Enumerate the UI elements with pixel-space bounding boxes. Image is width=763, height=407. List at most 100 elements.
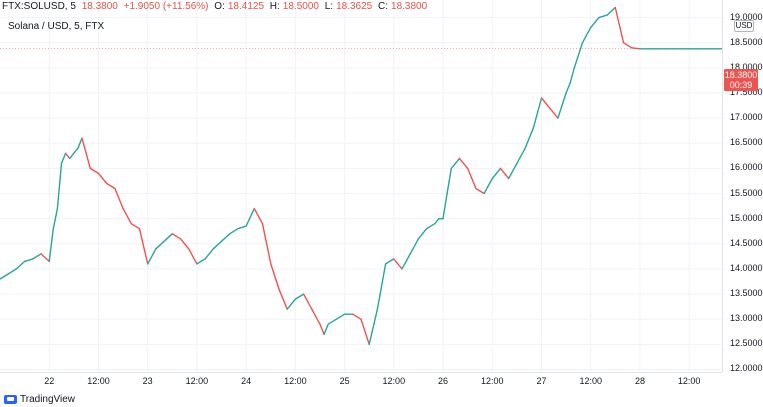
price-segment bbox=[97, 172, 108, 185]
price-segment bbox=[81, 137, 92, 170]
price-segment bbox=[417, 227, 428, 240]
y-tick-label: 17.5000 bbox=[730, 87, 763, 97]
price-segment bbox=[179, 238, 190, 250]
price-segment bbox=[450, 157, 461, 170]
price-segment bbox=[68, 152, 75, 160]
price-segment bbox=[483, 177, 493, 195]
x-tick-label: 22 bbox=[44, 376, 55, 386]
price-segment bbox=[327, 318, 338, 325]
price-segment bbox=[220, 233, 231, 243]
price-segment bbox=[138, 227, 149, 265]
price-segment bbox=[524, 127, 534, 150]
price-segment bbox=[335, 313, 346, 320]
x-tick-label: 12:00 bbox=[87, 376, 110, 386]
x-tick-label: 28 bbox=[634, 376, 645, 386]
price-segment bbox=[77, 137, 83, 150]
price-segment bbox=[393, 258, 403, 270]
low-label: L: bbox=[324, 1, 334, 12]
open-label: O: bbox=[214, 1, 225, 12]
chart-subtitle: Solana / USD, 5, FTX bbox=[8, 21, 105, 32]
price-segment bbox=[253, 207, 264, 225]
price-axis[interactable] bbox=[722, 0, 763, 372]
y-tick-label: 15.0000 bbox=[730, 212, 763, 223]
price-segment bbox=[319, 323, 325, 335]
price-segment bbox=[155, 240, 165, 250]
price-segment bbox=[286, 298, 297, 310]
symbol-label[interactable]: FTX:SOLUSD, 5 bbox=[2, 1, 76, 12]
price-segment bbox=[245, 207, 256, 227]
price-segment bbox=[368, 308, 379, 346]
price-segment bbox=[475, 187, 485, 195]
last-price: 18.3800 bbox=[81, 1, 118, 12]
price-segment bbox=[557, 92, 567, 119]
price-segment bbox=[401, 253, 411, 270]
price-segment bbox=[442, 192, 448, 220]
price-segment bbox=[499, 167, 510, 180]
price-segment bbox=[311, 308, 321, 325]
price-segment bbox=[323, 323, 329, 335]
x-tick-label: 12:00 bbox=[677, 376, 701, 386]
price-segment bbox=[15, 260, 26, 270]
tradingview-logo[interactable]: TradingView bbox=[4, 394, 75, 405]
last-price-tag-value: 18.3800 bbox=[724, 70, 758, 80]
price-segment bbox=[122, 207, 133, 225]
price-segment bbox=[89, 167, 100, 175]
price-segment bbox=[565, 82, 571, 94]
x-tick-label: 27 bbox=[536, 376, 547, 386]
price-segment bbox=[376, 263, 387, 310]
price-segment bbox=[114, 187, 124, 210]
y-tick-label: 19.0000 bbox=[730, 11, 763, 22]
price-segment bbox=[631, 47, 641, 50]
x-tick-label: 12:00 bbox=[579, 376, 602, 386]
price-segment bbox=[261, 222, 272, 265]
currency-button[interactable]: USD bbox=[734, 20, 754, 32]
y-tick-label: 18.0000 bbox=[730, 61, 763, 72]
price-segment bbox=[187, 248, 198, 265]
price-segment bbox=[294, 293, 305, 300]
price-segment bbox=[278, 288, 288, 310]
price-segment bbox=[360, 318, 370, 346]
y-tick-label: 14.5000 bbox=[730, 237, 763, 248]
open-value: 18.4125 bbox=[227, 1, 265, 12]
price-segment bbox=[40, 253, 50, 263]
price-segment bbox=[622, 42, 633, 49]
price-segment bbox=[352, 313, 362, 320]
price-segment bbox=[540, 97, 551, 109]
price-segment bbox=[270, 263, 280, 290]
price-segment bbox=[146, 248, 157, 265]
price-segment bbox=[573, 42, 584, 69]
price-segment bbox=[228, 227, 239, 235]
price-segment bbox=[64, 152, 71, 160]
price-segment bbox=[590, 16, 600, 29]
y-tick-label: 12.5000 bbox=[730, 338, 763, 349]
price-segment bbox=[163, 233, 174, 243]
x-tick-label: 12:00 bbox=[185, 376, 209, 386]
price-segment bbox=[508, 162, 518, 180]
price-segment bbox=[73, 147, 79, 155]
y-tick-label: 13.5000 bbox=[730, 288, 763, 299]
time-axis[interactable] bbox=[0, 372, 722, 395]
x-tick-label: 25 bbox=[339, 376, 350, 386]
brand-label: TradingView bbox=[20, 394, 76, 405]
price-segment bbox=[606, 6, 616, 16]
price-segment bbox=[196, 258, 206, 265]
y-tick-label: 18.5000 bbox=[730, 36, 763, 47]
last-price-tag: 18.3800 00:39 bbox=[724, 69, 758, 91]
price-segment bbox=[569, 67, 575, 84]
tradingview-logo-icon bbox=[4, 395, 17, 404]
price-segment bbox=[302, 293, 313, 310]
price-segment bbox=[384, 258, 395, 265]
price-segment bbox=[0, 273, 9, 280]
y-tick-label: 16.0000 bbox=[730, 162, 763, 173]
price-segment bbox=[7, 268, 18, 275]
bar-countdown: 00:39 bbox=[729, 80, 753, 90]
price-change: +1.9050 (+11.56%) bbox=[123, 1, 209, 12]
price-segment bbox=[204, 248, 215, 260]
price-segment bbox=[614, 6, 625, 44]
close-value: 18.3800 bbox=[391, 1, 428, 12]
price-segment bbox=[130, 222, 141, 230]
price-segment bbox=[32, 253, 42, 260]
high-value: 18.5000 bbox=[282, 1, 319, 12]
